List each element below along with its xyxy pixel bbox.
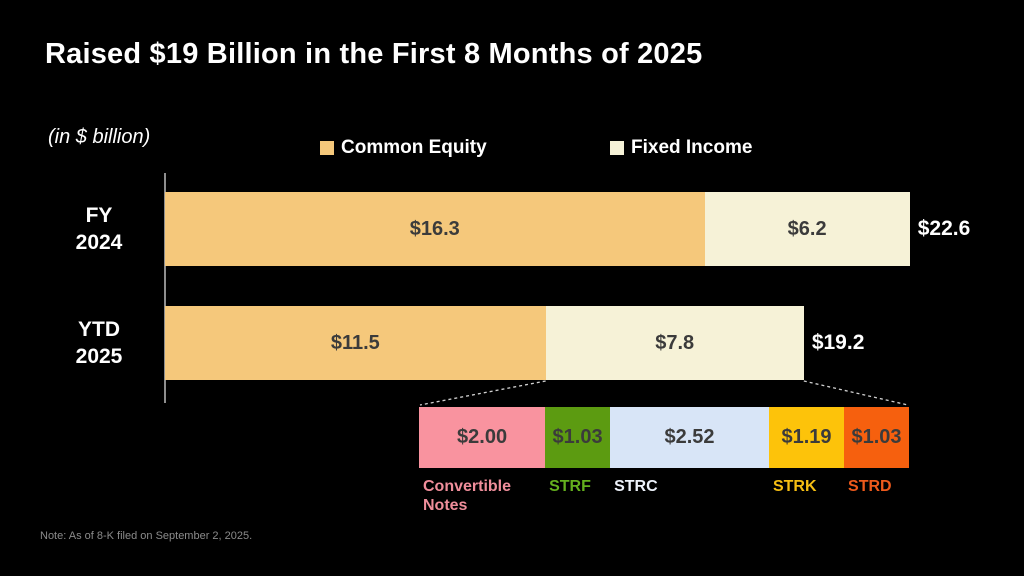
breakdown-name-label-strk: STRK bbox=[772, 478, 817, 495]
segment-value-label: $6.2 bbox=[787, 217, 827, 240]
legend-label-common-equity: Common Equity bbox=[341, 137, 487, 158]
legend-item-common-equity: Common Equity bbox=[320, 137, 487, 159]
breakdown-segment-strk: $1.19 bbox=[768, 407, 844, 468]
category-label-line: 2025 bbox=[75, 345, 123, 368]
y-axis-line bbox=[164, 173, 166, 403]
category-label-ytd-2025: YTD 2025 bbox=[40, 316, 158, 370]
bar-segment-common-equity-fy-2024: $16.3 bbox=[165, 192, 705, 266]
connector-line-right bbox=[803, 380, 909, 406]
breakdown-value-label: $1.19 bbox=[781, 426, 832, 448]
breakdown-segment-strc: $2.52 bbox=[610, 407, 769, 468]
category-label-line: YTD bbox=[78, 318, 120, 341]
category-label-fy-2024: FY 2024 bbox=[40, 202, 158, 256]
breakdown-name-label-strf: STRF bbox=[549, 478, 591, 495]
total-label-fy-2024: $22.6 bbox=[917, 217, 971, 240]
breakdown-value-label: $1.03 bbox=[552, 426, 603, 448]
breakdown-name-label-convertible-notes: Convertible Notes bbox=[423, 478, 512, 514]
legend-swatch-common-equity-icon bbox=[320, 141, 334, 155]
segment-value-label: $16.3 bbox=[409, 217, 460, 240]
units-label: (in $ billion) bbox=[48, 126, 151, 148]
legend-label-fixed-income: Fixed Income bbox=[631, 137, 753, 158]
breakdown-value-label: $2.52 bbox=[664, 426, 715, 448]
breakdown-name-label-strd: STRD bbox=[848, 478, 892, 495]
bar-segment-fixed-income-fy-2024: $6.2 bbox=[704, 192, 910, 266]
connector-line-left bbox=[419, 380, 546, 406]
breakdown-value-label: $1.03 bbox=[851, 426, 902, 448]
bar-segment-common-equity-ytd-2025: $11.5 bbox=[165, 306, 546, 380]
segment-value-label: $7.8 bbox=[655, 331, 695, 354]
breakdown-segment-strf: $1.03 bbox=[545, 407, 611, 468]
breakdown-segment-strd: $1.03 bbox=[844, 407, 909, 468]
category-label-line: 2024 bbox=[75, 231, 123, 254]
breakdown-segment-convertible-notes: $2.00 bbox=[419, 407, 546, 468]
footnote: Note: As of 8-K filed on September 2, 20… bbox=[40, 530, 253, 542]
category-label-line: FY bbox=[85, 204, 113, 227]
segment-value-label: $11.5 bbox=[330, 331, 380, 354]
page-title: Raised $19 Billion in the First 8 Months… bbox=[45, 38, 703, 70]
bar-segment-fixed-income-ytd-2025: $7.8 bbox=[545, 306, 804, 380]
breakdown-name-label-strc: STRC bbox=[614, 478, 658, 495]
legend-item-fixed-income: Fixed Income bbox=[610, 137, 752, 159]
total-label-ytd-2025: $19.2 bbox=[811, 331, 865, 354]
breakdown-value-label: $2.00 bbox=[457, 426, 508, 448]
legend-swatch-fixed-income-icon bbox=[610, 141, 624, 155]
